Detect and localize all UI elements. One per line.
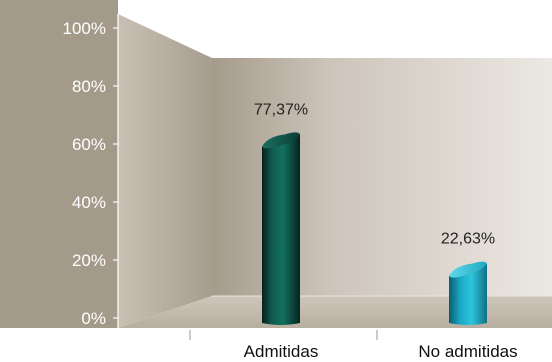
data-label: 22,63%: [441, 231, 495, 248]
y-tick-label: 20%: [72, 251, 106, 270]
y-axis-ticks: 0% 20% 40% 60% 80% 100%: [63, 19, 118, 328]
bar-1-cap: [262, 132, 300, 149]
data-label: 77,37%: [254, 101, 308, 118]
x-category-label: No admitidas: [418, 342, 517, 361]
y-tick-label: 100%: [63, 19, 106, 38]
bar-2-cap: [449, 261, 487, 278]
side-wall: [118, 14, 212, 328]
x-category-label: Admitidas: [244, 342, 319, 361]
bar-2: [449, 263, 487, 325]
y-tick-label: 40%: [72, 193, 106, 212]
y-tick-label: 60%: [72, 135, 106, 154]
axis-panel: [0, 0, 118, 328]
bar-series: 77,37% Admitidas 22,63% No admitidas: [244, 101, 518, 361]
y-tick-label: 80%: [72, 77, 106, 96]
floor: [118, 296, 552, 328]
y-tick-label: 0%: [81, 309, 106, 328]
bar-1: [262, 134, 300, 325]
